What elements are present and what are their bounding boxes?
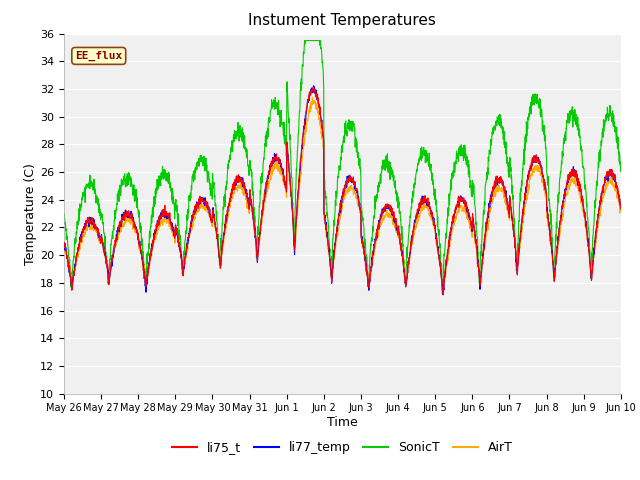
AirT [60,244,68,250]
Line: li75_t: li75_t [64,87,621,295]
AirT [371,245,379,251]
Legend: li75_t, li77_temp, SonicT, AirT: li75_t, li77_temp, SonicT, AirT [167,436,518,459]
li77_temp [505,210,513,216]
SonicT [617,169,625,175]
SonicT [438,290,446,296]
X-axis label: Time: Time [327,416,358,429]
li75_t [440,292,447,298]
li77_temp [439,292,447,298]
li77_temp [216,253,223,259]
SonicT [216,252,223,257]
li77_temp [371,240,379,245]
li77_temp [568,173,576,179]
SonicT [371,203,379,209]
AirT [440,288,447,294]
SonicT [584,214,591,220]
li75_t [568,166,576,172]
li75_t [216,255,223,261]
li75_t [359,243,367,249]
li77_temp [60,240,68,245]
SonicT [568,108,576,114]
Line: li77_temp: li77_temp [64,86,621,295]
li75_t [584,236,591,242]
li75_t [617,206,625,212]
AirT [584,236,591,242]
Line: SonicT: SonicT [64,40,621,293]
SonicT [359,217,367,223]
AirT [505,215,513,220]
li75_t [505,207,513,213]
li75_t [371,240,379,246]
Line: AirT: AirT [64,97,621,291]
SonicT [60,211,68,217]
AirT [308,95,316,100]
li77_temp [617,201,625,206]
SonicT [505,160,513,166]
SonicT [301,37,308,43]
Y-axis label: Temperature (C): Temperature (C) [24,163,37,264]
li75_t [60,240,68,246]
li77_temp [359,240,367,246]
AirT [359,245,367,251]
AirT [568,179,576,184]
Text: EE_flux: EE_flux [75,51,122,61]
Title: Instument Temperatures: Instument Temperatures [248,13,436,28]
AirT [216,250,223,255]
li75_t [310,84,317,90]
AirT [617,205,625,211]
li77_temp [310,83,317,89]
li77_temp [584,236,591,241]
